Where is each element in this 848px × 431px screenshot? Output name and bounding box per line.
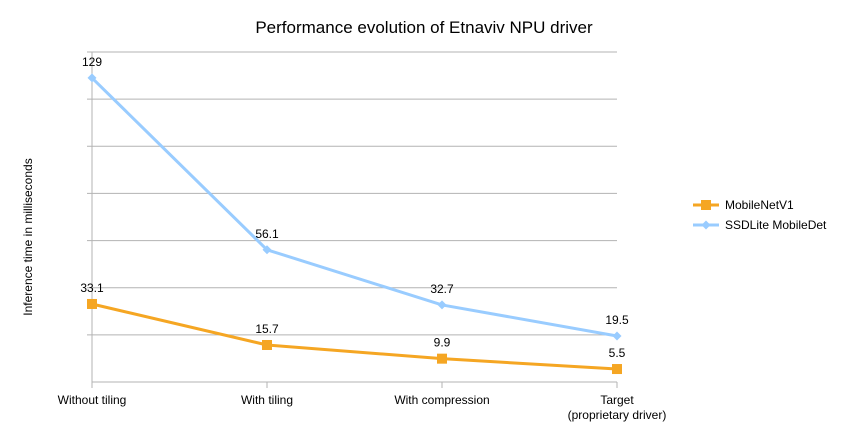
data-point bbox=[437, 353, 447, 364]
x-tick-label: Without tiling bbox=[58, 393, 127, 407]
legend-label: SSDLite MobileDet bbox=[725, 218, 827, 232]
x-tick-label: With tiling bbox=[241, 393, 293, 407]
data-point bbox=[87, 73, 97, 83]
series-line bbox=[91, 302, 618, 371]
series-line bbox=[90, 76, 618, 338]
data-point bbox=[262, 245, 272, 255]
x-tick-label: Target (proprietary driver) bbox=[568, 393, 667, 422]
legend-label: MobileNetV1 bbox=[725, 198, 794, 212]
data-label: 33.1 bbox=[80, 281, 104, 295]
data-point bbox=[87, 298, 97, 309]
legend-marker bbox=[701, 200, 711, 210]
chart-title: Performance evolution of Etnaviv NPU dri… bbox=[255, 18, 593, 37]
data-label: 129 bbox=[82, 55, 102, 69]
data-label: 15.7 bbox=[255, 322, 279, 336]
data-label: 9.9 bbox=[434, 336, 451, 350]
data-point bbox=[437, 300, 447, 310]
data-point bbox=[612, 364, 622, 375]
data-point bbox=[262, 339, 272, 350]
data-point bbox=[612, 331, 622, 341]
data-label: 5.5 bbox=[609, 346, 626, 360]
data-label: 19.5 bbox=[605, 313, 629, 327]
y-axis-label: Inference time in milliseconds bbox=[21, 158, 35, 315]
data-label: 32.7 bbox=[430, 282, 454, 296]
data-label: 56.1 bbox=[255, 227, 279, 241]
x-tick-label: With compression bbox=[394, 393, 489, 407]
legend-marker bbox=[701, 220, 711, 230]
